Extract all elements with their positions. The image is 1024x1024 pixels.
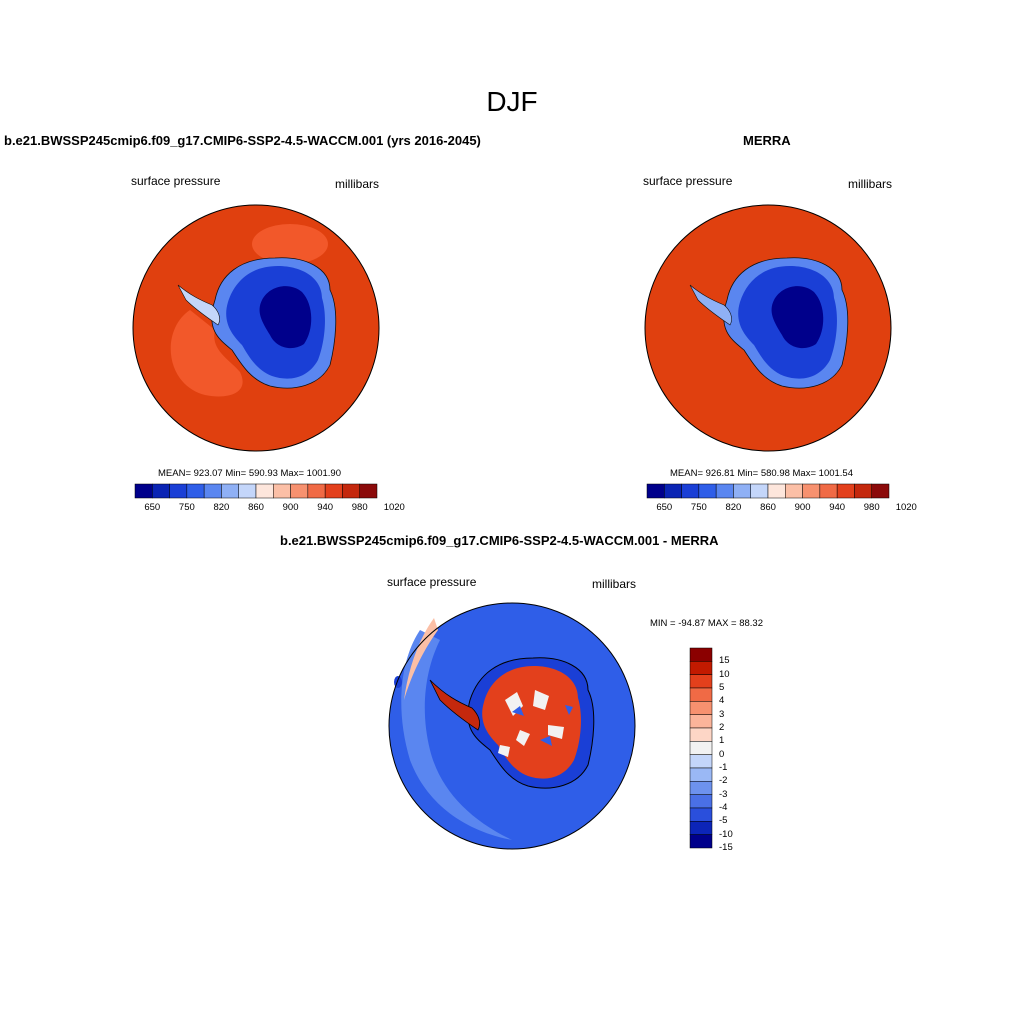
- colorbar-swatch: [689, 767, 713, 782]
- colorbar-tick-label: 980: [863, 502, 880, 513]
- colorbar-swatch: [689, 794, 713, 809]
- panel-3-ocean-band: [401, 630, 512, 840]
- panel-3-peninsula: [429, 679, 480, 731]
- colorbar-swatch: [689, 727, 713, 742]
- panel-3-colorbar: [689, 647, 713, 849]
- colorbar-swatch: [689, 834, 713, 849]
- panel-3-interior-detail: [512, 705, 573, 746]
- colorbar-tick-label: 980: [351, 502, 368, 513]
- colorbar-tick-label: -15: [719, 842, 733, 853]
- colorbar-tick-label: -1: [719, 762, 728, 773]
- colorbar-tick-label: 650: [144, 502, 161, 513]
- colorbar-tick-label: 860: [760, 502, 776, 513]
- colorbar-tick-label: 15: [719, 655, 730, 667]
- colorbar-swatch: [871, 483, 890, 499]
- colorbar-tick-label: 900: [794, 502, 811, 513]
- colorbar-tick-label: -3: [719, 788, 728, 800]
- panel-3-units-label: millibars: [592, 577, 637, 591]
- colorbar-tick-label: 900: [282, 502, 299, 513]
- panel-1-antarctica-core: [259, 286, 312, 349]
- panel-1-variable-label: surface pressure: [131, 174, 221, 188]
- panel-1-title: b.e21.BWSSP245cmip6.f09_g17.CMIP6-SSP2-4…: [4, 133, 481, 148]
- panel-2-stats: MEAN= 926.81 Min= 580.98 Max= 1001.54: [670, 468, 853, 479]
- panel-3-positive-band: [404, 618, 438, 700]
- panel-3-interior-detail: [498, 690, 564, 757]
- panel-1-map-border: [132, 204, 380, 452]
- colorbar-swatch: [689, 754, 713, 769]
- colorbar-tick-label: 0: [719, 748, 725, 760]
- panel-1-peninsula: [177, 284, 220, 326]
- colorbar-swatch: [359, 483, 378, 499]
- panel-2-units-label: millibars: [848, 177, 893, 191]
- panel-1-units-label: millibars: [335, 177, 380, 191]
- main-title: DJF: [486, 86, 538, 117]
- colorbar-tick-label: 860: [248, 502, 264, 513]
- colorbar-tick-label: -10: [719, 828, 733, 840]
- colorbar-tick-label: 820: [213, 502, 230, 513]
- colorbar-swatch: [689, 821, 713, 835]
- colorbar-tick-label: 4: [719, 695, 725, 707]
- colorbar-swatch: [689, 714, 713, 729]
- colorbar-tick-label: -2: [719, 775, 728, 787]
- panel-3-map-border: [388, 602, 636, 850]
- panel-2-peninsula: [689, 284, 732, 326]
- colorbar-tick-label: -4: [719, 802, 728, 813]
- colorbar-swatch: [689, 661, 713, 675]
- colorbar-tick-label: 940: [317, 502, 334, 513]
- panel-3-variable-label: surface pressure: [387, 575, 477, 589]
- colorbar-tick-label: 820: [725, 502, 742, 513]
- colorbar-swatch: [689, 674, 713, 689]
- colorbar-swatch: [689, 701, 713, 715]
- colorbar-swatch: [689, 687, 713, 702]
- panel-2-variable-label: surface pressure: [643, 174, 733, 188]
- colorbar-tick-label: 1020: [383, 502, 405, 513]
- panel-3-title: b.e21.BWSSP245cmip6.f09_g17.CMIP6-SSP2-4…: [280, 533, 719, 548]
- colorbar-swatch: [689, 741, 713, 755]
- panel-1-stats: MEAN= 923.07 Min= 590.93 Max= 1001.90: [158, 468, 341, 479]
- colorbar-tick-label: 1: [719, 735, 725, 747]
- panel-3-stats: MIN = -94.87 MAX = 88.32: [650, 618, 764, 629]
- panel-2-map-border: [644, 204, 892, 452]
- panel-1-pressure-anomaly: [170, 310, 243, 397]
- colorbar-tick-label: 10: [719, 668, 730, 680]
- panel-2-colorbar: [646, 483, 890, 499]
- colorbar-swatch: [689, 647, 713, 662]
- colorbar-tick-label: 2: [719, 722, 725, 733]
- colorbar-swatch: [689, 781, 713, 795]
- panel-2-antarctica-core: [771, 286, 824, 349]
- colorbar-swatch: [689, 807, 713, 822]
- colorbar-tick-label: 5: [719, 682, 725, 693]
- panel-1-pressure-anomaly: [252, 224, 328, 264]
- colorbar-tick-label: 750: [178, 502, 195, 513]
- panel-2-title: MERRA: [743, 133, 791, 148]
- colorbar-tick-label: 1020: [895, 502, 917, 513]
- colorbar-tick-label: 3: [719, 708, 725, 720]
- colorbar-tick-label: -5: [719, 815, 728, 827]
- colorbar-tick-label: 940: [829, 502, 846, 513]
- panel-1-colorbar: [134, 483, 378, 499]
- colorbar-tick-label: 650: [656, 502, 673, 513]
- colorbar-tick-label: 750: [690, 502, 707, 513]
